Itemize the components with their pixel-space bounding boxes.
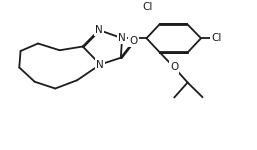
Text: Cl: Cl — [143, 2, 153, 12]
Text: O: O — [130, 36, 138, 46]
Text: Cl: Cl — [211, 33, 222, 43]
Text: N: N — [96, 60, 104, 69]
Text: N: N — [95, 25, 103, 35]
Text: N: N — [118, 33, 126, 43]
Text: O: O — [170, 63, 178, 72]
